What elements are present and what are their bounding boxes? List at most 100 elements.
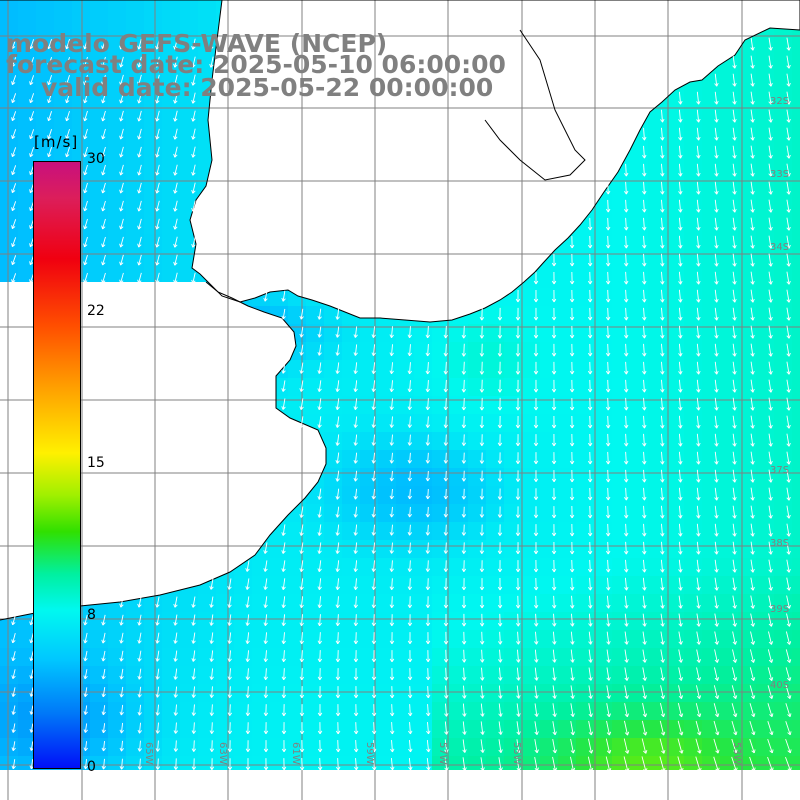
- wind-arrow: [732, 397, 737, 411]
- wind-arrow: [317, 722, 323, 735]
- wind-arrow: [425, 578, 431, 590]
- wind-arrow: [389, 524, 394, 536]
- wind-arrow: [137, 236, 142, 248]
- wind-arrow: [83, 92, 88, 104]
- wind-arrow: [263, 290, 268, 302]
- wind-arrow: [642, 271, 647, 285]
- wind-arrow: [714, 667, 720, 681]
- wind-arrow: [245, 740, 251, 753]
- wind-arrow: [299, 524, 304, 536]
- wind-arrow: [533, 325, 539, 339]
- wind-arrow: [83, 650, 88, 662]
- wind-arrow: [263, 632, 268, 644]
- wind-arrow: [137, 74, 142, 86]
- wind-arrow: [209, 668, 214, 680]
- wind-arrow: [389, 434, 394, 446]
- wind-arrow: [695, 703, 702, 718]
- wind-arrow: [786, 91, 791, 105]
- wind-arrow: [317, 560, 322, 572]
- wind-arrow: [605, 541, 611, 555]
- wind-arrow: [317, 542, 322, 554]
- wind-arrow: [605, 433, 611, 447]
- wind-arrow: [317, 704, 323, 717]
- wind-arrow: [191, 686, 196, 698]
- wind-arrow: [660, 289, 665, 303]
- wind-arrow: [191, 38, 196, 50]
- wind-arrow: [750, 631, 756, 645]
- coastline: [0, 0, 800, 621]
- wind-arrow: [714, 559, 719, 573]
- wind-arrow: [767, 703, 774, 718]
- wind-arrow: [209, 704, 215, 716]
- wind-arrow: [480, 667, 485, 681]
- wind-arrow: [605, 235, 611, 249]
- wind-arrow: [443, 343, 449, 357]
- wind-arrow: [714, 253, 719, 267]
- wind-arrow: [551, 452, 557, 465]
- wind-arrow: [371, 704, 377, 717]
- wind-arrow: [569, 506, 575, 519]
- map-title-valid-date: valid date: 2025-05-22 00:00:00: [41, 73, 494, 102]
- wind-arrow: [533, 361, 539, 375]
- wind-arrow: [533, 524, 539, 537]
- wind-arrow: [551, 434, 557, 447]
- wind-arrow: [570, 738, 576, 754]
- wind-arrow: [515, 613, 521, 627]
- wind-arrow: [696, 379, 701, 393]
- wind-arrow: [732, 199, 737, 213]
- wind-arrow: [570, 613, 575, 627]
- wind-arrow: [660, 523, 665, 537]
- wind-arrow: [263, 668, 269, 681]
- wind-arrow: [137, 668, 142, 680]
- wind-arrow: [317, 362, 322, 374]
- wind-arrow: [173, 650, 178, 662]
- wind-arrow: [461, 649, 467, 663]
- wind-arrow: [750, 91, 755, 105]
- wind-arrow: [551, 559, 557, 573]
- wind-arrow: [786, 145, 791, 159]
- wind-arrow: [678, 541, 683, 555]
- wind-arrow: [732, 469, 737, 483]
- wind-arrow: [605, 487, 611, 501]
- wind-arrow: [461, 361, 467, 375]
- wind-arrow: [750, 271, 755, 285]
- wind-arrow: [570, 595, 575, 609]
- wind-arrow: [623, 289, 629, 303]
- wind-arrow: [11, 111, 17, 122]
- wind-arrow: [11, 687, 16, 697]
- wind-arrow: [750, 595, 755, 609]
- lat-label: 39S: [770, 604, 789, 615]
- wind-arrow: [281, 632, 286, 645]
- lon-label: 65W: [143, 742, 154, 765]
- wind-arrow: [749, 649, 756, 663]
- wind-arrow: [371, 362, 376, 374]
- wind-arrow: [209, 38, 214, 50]
- wind-arrow: [587, 487, 593, 501]
- wind-arrow: [714, 127, 719, 141]
- wind-arrow: [371, 398, 376, 410]
- wind-arrow: [155, 254, 160, 266]
- wind-arrow: [317, 740, 323, 753]
- wind-arrow: [119, 254, 124, 266]
- wind-arrow: [623, 469, 629, 483]
- wind-arrow: [660, 595, 665, 609]
- wind-arrow: [750, 235, 755, 249]
- wind-arrow: [371, 632, 377, 645]
- wind-arrow: [83, 236, 88, 248]
- wind-arrow: [191, 614, 196, 626]
- wind-arrow: [389, 416, 394, 428]
- wind-arrow: [461, 631, 467, 645]
- wind-arrow: [732, 595, 737, 609]
- wind-arrow: [516, 721, 521, 735]
- wind-arrow: [479, 595, 485, 609]
- wind-arrow: [281, 614, 286, 627]
- wind-arrow: [191, 74, 196, 86]
- wind-arrow: [516, 631, 521, 645]
- wind-arrow: [768, 145, 773, 159]
- wind-arrow: [714, 361, 719, 375]
- wind-arrow: [678, 415, 683, 429]
- wind-arrow: [65, 128, 70, 140]
- wind-arrow: [750, 577, 755, 591]
